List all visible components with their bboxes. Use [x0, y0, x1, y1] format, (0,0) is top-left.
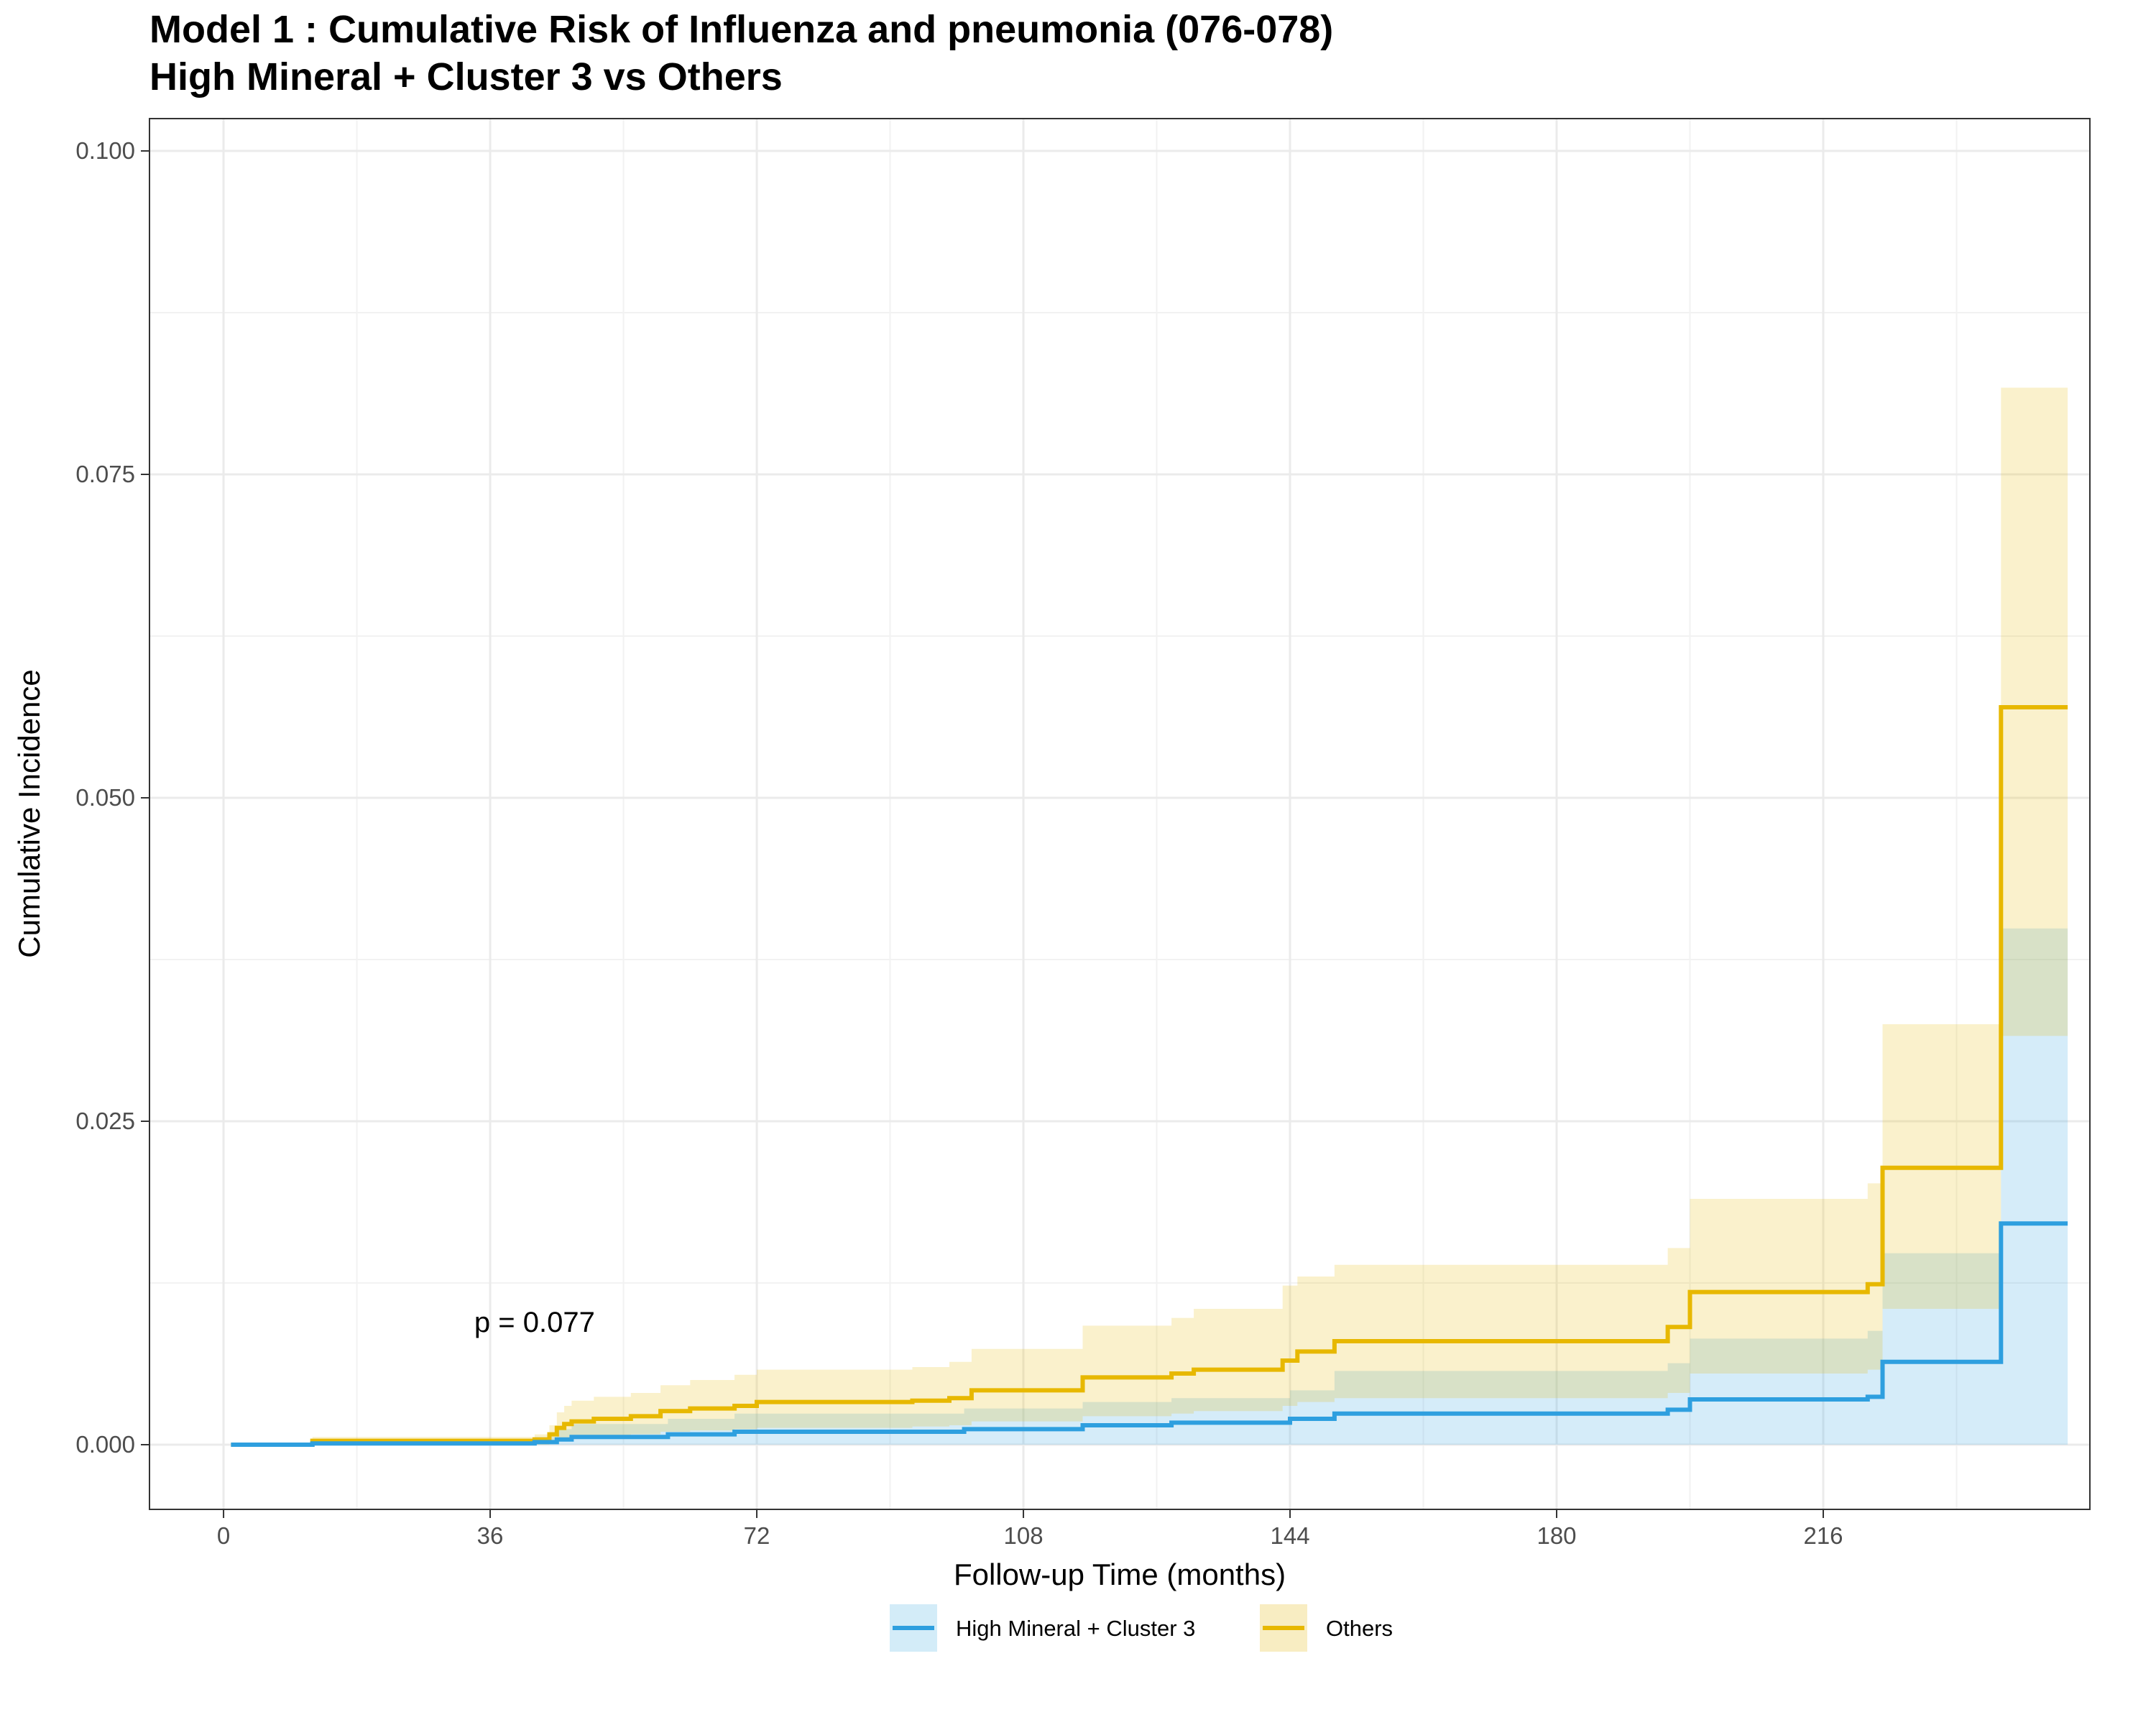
y-tick-label: 0.025 [75, 1108, 135, 1134]
legend: High Mineral + Cluster 3 Others [890, 1604, 1393, 1652]
x-tick-label: 0 [217, 1522, 230, 1549]
p-value-annotation: p = 0.077 [474, 1307, 595, 1338]
incidence-curves [231, 705, 2068, 1447]
x-tick-label: 36 [477, 1522, 504, 1549]
x-axis-title: Follow-up Time (months) [954, 1558, 1286, 1591]
legend-item-others: Others [1260, 1604, 1393, 1652]
incidence-curve-others [231, 705, 2068, 1447]
y-tick-label: 0.000 [75, 1431, 135, 1458]
y-tick-label: 0.050 [75, 784, 135, 811]
x-axis: 0 36 72 108 144 180 216 [217, 1509, 1843, 1549]
incidence-curve-high-mineral-cluster-3 [231, 1221, 2068, 1447]
x-tick-label: 108 [1003, 1522, 1043, 1549]
grid-minor [149, 119, 2090, 1509]
legend-item-high-mineral-cluster-3: High Mineral + Cluster 3 [890, 1604, 1195, 1652]
y-tick-label: 0.100 [75, 137, 135, 164]
plot-panel [149, 119, 2090, 1509]
plot-panel-border [149, 118, 2091, 1510]
grid-major [149, 119, 2090, 1509]
legend-label: High Mineral + Cluster 3 [956, 1616, 1195, 1641]
y-tick-label: 0.075 [75, 461, 135, 487]
x-tick-label: 72 [744, 1522, 770, 1549]
chart-subtitle: High Mineral + Cluster 3 vs Others [149, 55, 783, 98]
chart-title: Model 1 : Cumulative Risk of Influenza a… [149, 8, 1334, 51]
y-axis: 0.000 0.025 0.050 0.075 0.100 [75, 137, 149, 1458]
legend-label: Others [1326, 1616, 1393, 1641]
x-tick-label: 180 [1537, 1522, 1576, 1549]
x-tick-label: 216 [1803, 1522, 1843, 1549]
x-tick-label: 144 [1270, 1522, 1309, 1549]
y-axis-title: Cumulative Incidence [12, 669, 46, 958]
